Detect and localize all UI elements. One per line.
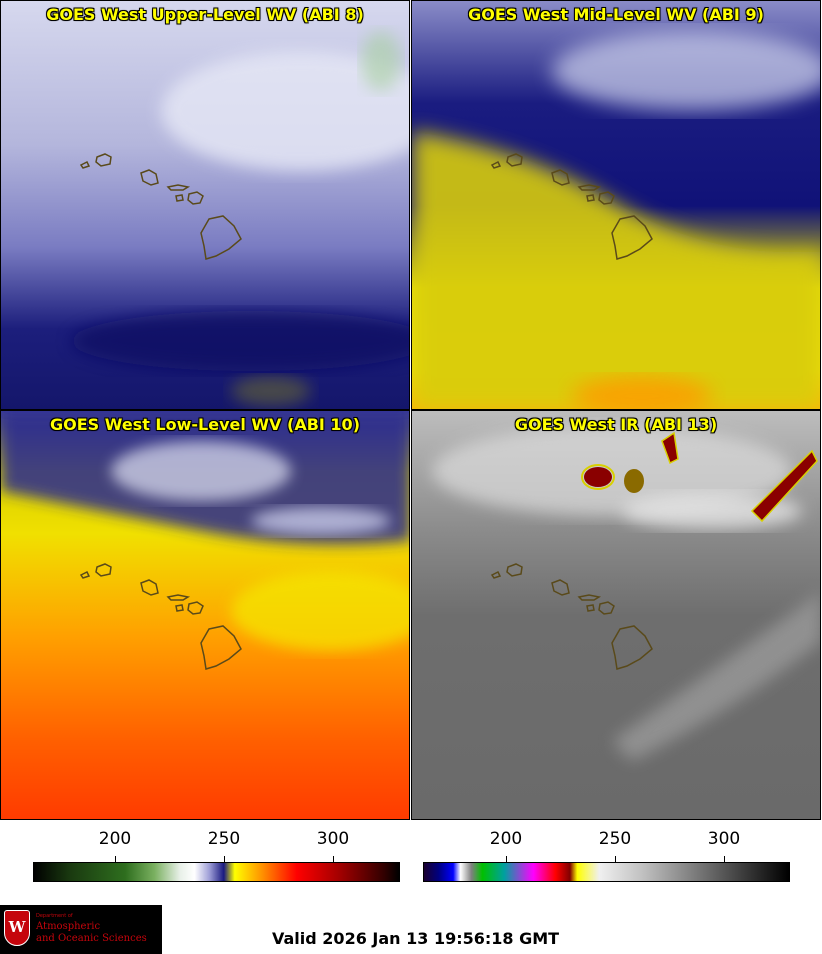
logo-department: Department of xyxy=(36,913,73,919)
low-level-wv-image xyxy=(1,411,409,819)
ir-colorbar-tick-label: 300 xyxy=(707,829,741,849)
wv-colorbar-tick-label: 300 xyxy=(316,829,350,849)
upper-level-wv-panel: GOES West Upper-Level WV (ABI 8) xyxy=(0,0,410,410)
crest-letter: W xyxy=(8,918,26,936)
wv-colorbar-tick xyxy=(115,856,116,862)
mid-level-wv-title: GOES West Mid-Level WV (ABI 9) xyxy=(468,5,764,24)
wv-colorbar xyxy=(33,862,400,882)
wv-colorbar-tick-label: 250 xyxy=(207,829,241,849)
ir-colorbar-tick-label: 200 xyxy=(489,829,523,849)
uw-aos-logo: W Department of Atmospheric and Oceanic … xyxy=(0,905,162,954)
logo-line-1: Atmospheric xyxy=(36,921,101,932)
mid-level-wv-image xyxy=(412,1,820,409)
logo-line-2: and Oceanic Sciences xyxy=(36,933,147,944)
ir-image xyxy=(412,411,820,819)
ir-colorbar-tick xyxy=(615,856,616,862)
uw-crest-icon: W xyxy=(4,910,30,946)
ir-colorbar-tick xyxy=(724,856,725,862)
ir-colorbar-tick xyxy=(506,856,507,862)
wv-colorbar-tick xyxy=(333,856,334,862)
ir-title: GOES West IR (ABI 13) xyxy=(514,415,718,434)
upper-level-wv-image xyxy=(1,1,409,409)
ir-colorbar xyxy=(423,862,790,882)
low-level-wv-panel: GOES West Low-Level WV (ABI 10) xyxy=(0,410,410,820)
wv-colorbar-tick xyxy=(224,856,225,862)
ir-colorbar-tick-label: 250 xyxy=(598,829,632,849)
upper-level-wv-title: GOES West Upper-Level WV (ABI 8) xyxy=(46,5,364,24)
low-level-wv-title: GOES West Low-Level WV (ABI 10) xyxy=(49,415,360,434)
ir-panel: GOES West IR (ABI 13) xyxy=(411,410,821,820)
valid-time: Valid 2026 Jan 13 19:56:18 GMT xyxy=(272,929,560,948)
mid-level-wv-panel: GOES West Mid-Level WV (ABI 9) xyxy=(411,0,821,410)
wv-colorbar-tick-label: 200 xyxy=(98,829,132,849)
